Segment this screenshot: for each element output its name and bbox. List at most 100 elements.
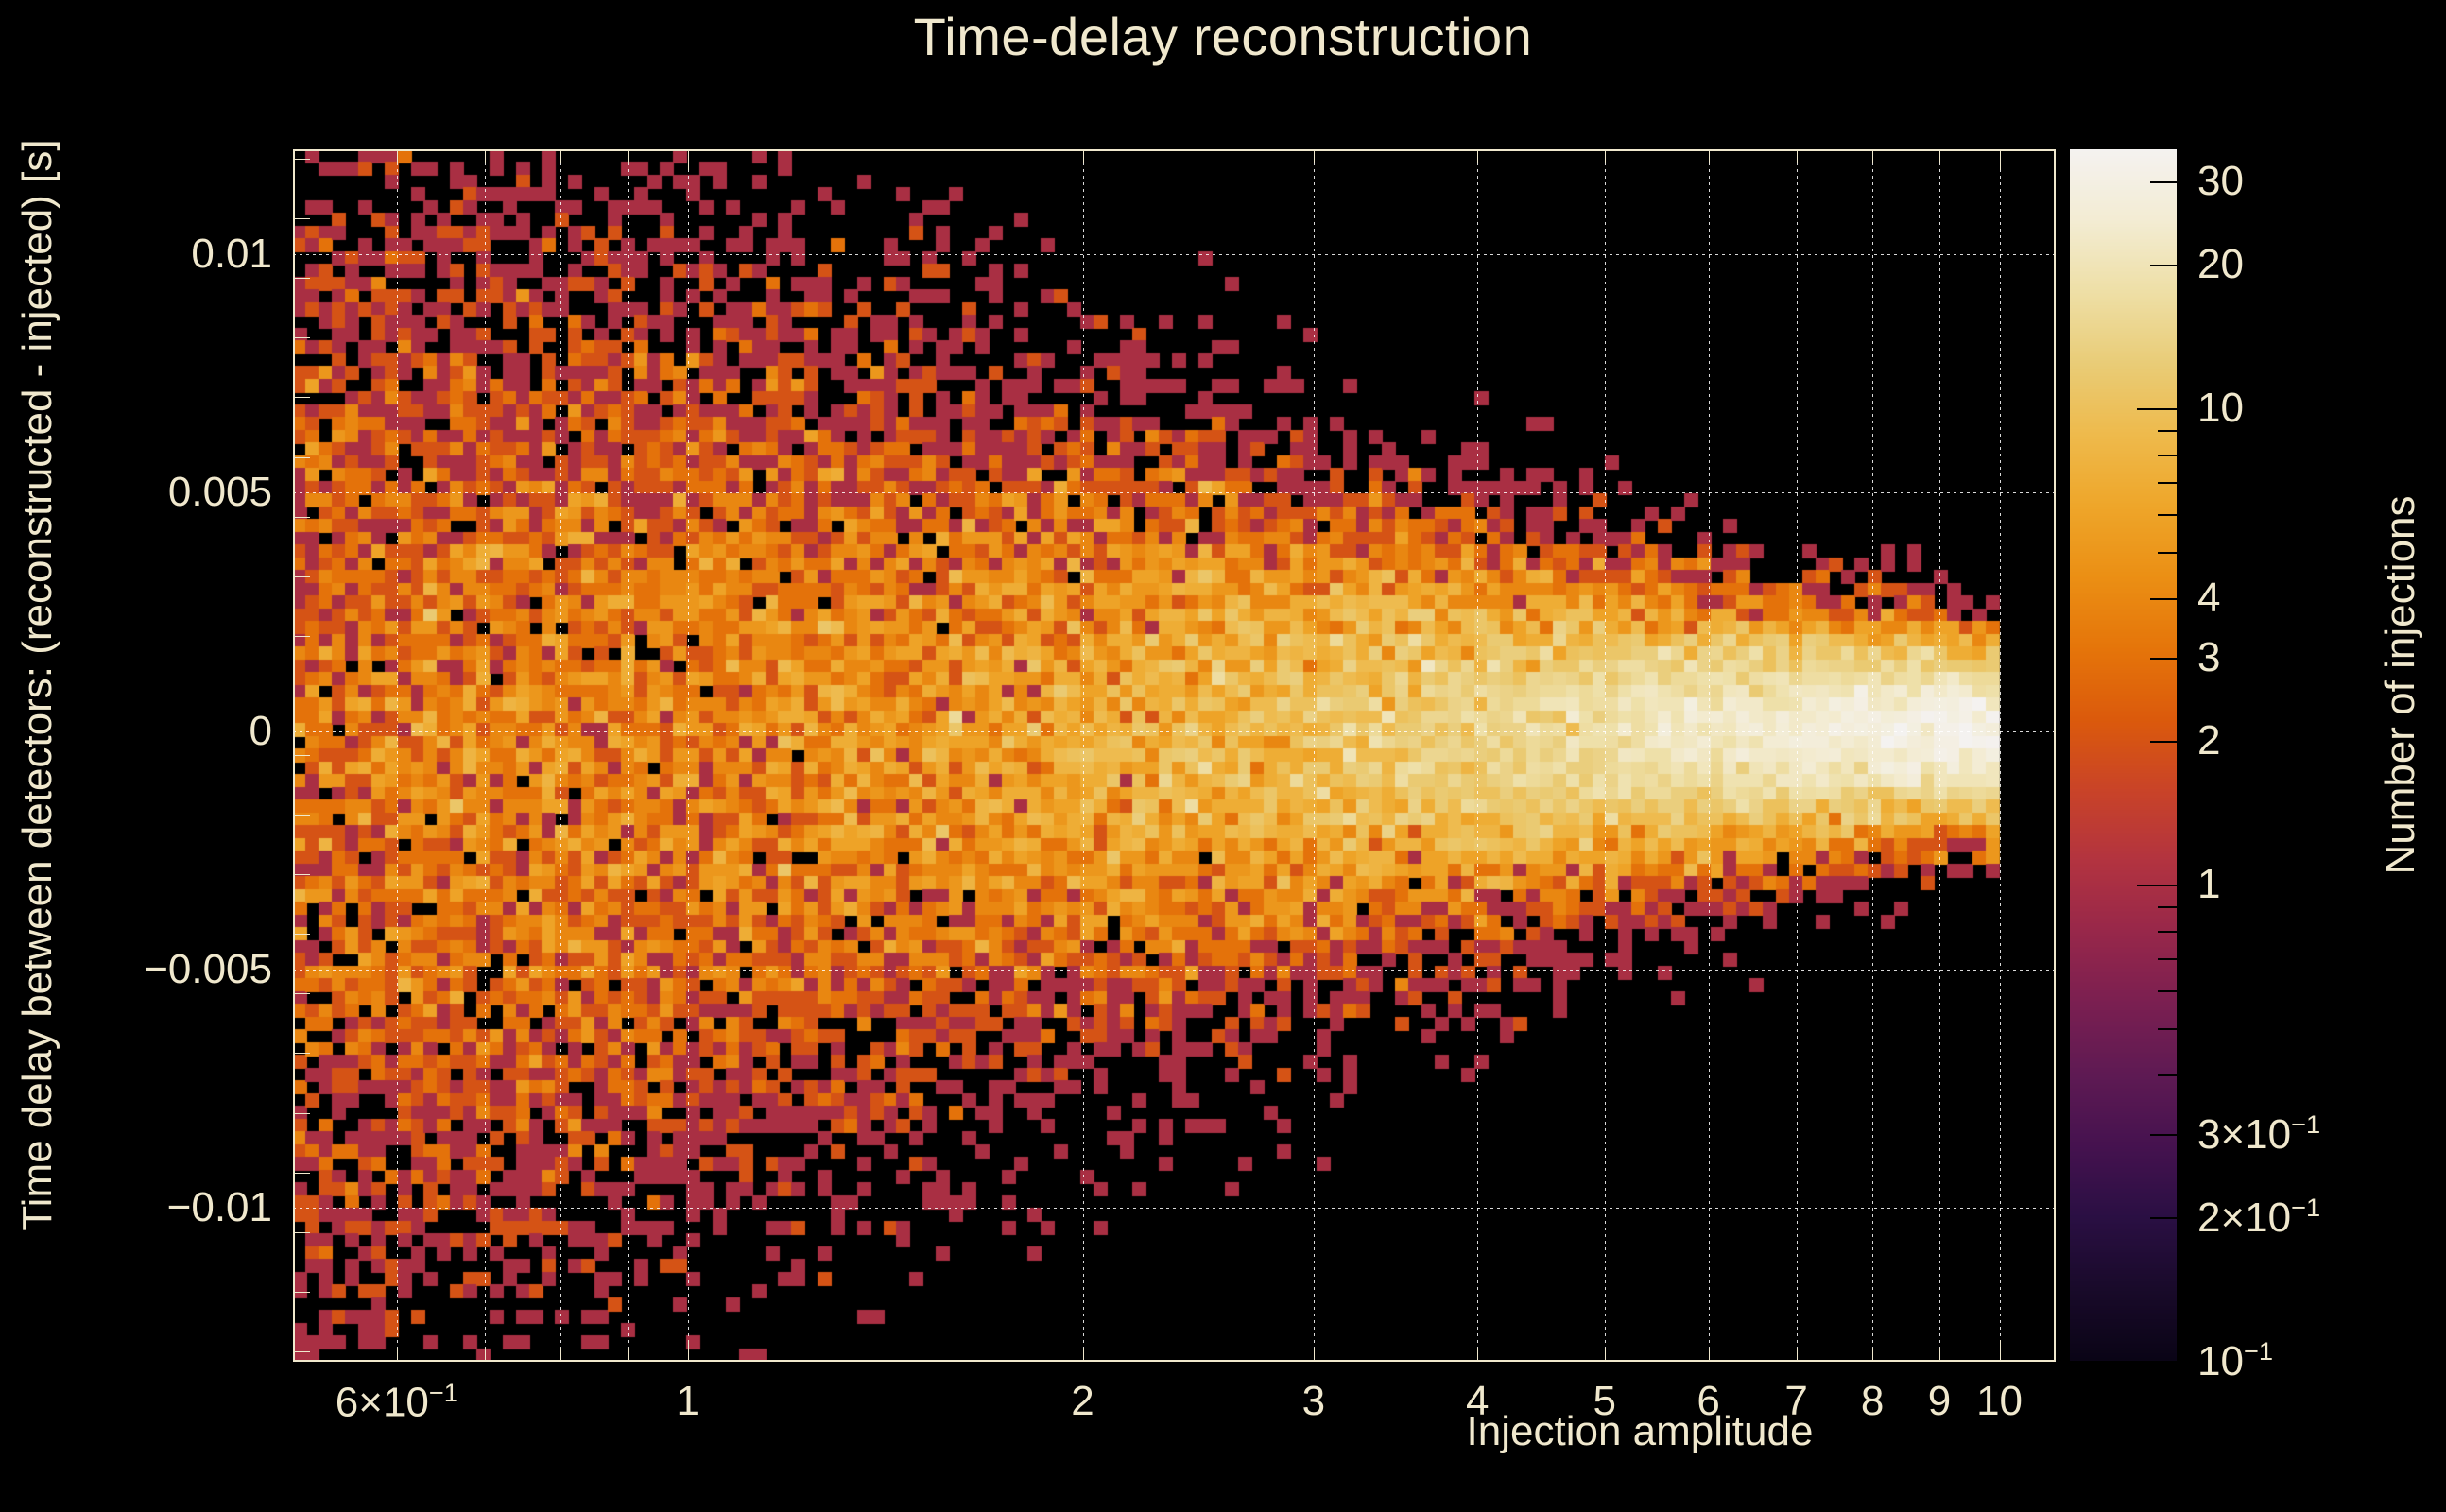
y-axis-tick <box>293 218 310 220</box>
colorbar-tick <box>2150 1217 2177 1220</box>
colorbar-tick <box>2158 430 2177 433</box>
colorbar-tick <box>2158 930 2177 933</box>
y-axis-tick-label: −0.01 <box>166 1184 272 1231</box>
y-gridline <box>293 1208 2054 1210</box>
plot-area <box>293 149 2054 1361</box>
colorbar-tick <box>2137 885 2177 887</box>
x-axis-tick <box>1313 1348 1315 1361</box>
x-gridline <box>1604 149 1606 1361</box>
x-axis-tick-label: 10 <box>1976 1378 2024 1424</box>
y-axis-tick <box>293 397 310 399</box>
x-axis-tick <box>2054 1348 2055 1361</box>
colorbar-tick <box>2150 265 2177 267</box>
x-gridline <box>687 149 689 1361</box>
x-axis-tick <box>560 149 562 163</box>
colorbar-tick <box>2150 1361 2177 1363</box>
x-gridline <box>560 149 562 1361</box>
x-axis-tick-label: 7 <box>1784 1378 1808 1424</box>
y-axis-tick <box>293 635 310 637</box>
colorbar-tick <box>2158 906 2177 909</box>
y-gridline <box>293 492 2054 494</box>
x-axis-tick <box>2054 149 2055 163</box>
x-gridline <box>1939 149 1941 1361</box>
colorbar-tick <box>2158 1027 2177 1030</box>
colorbar-tick-label: 4 <box>2197 574 2221 621</box>
y-axis-tick <box>293 874 310 876</box>
x-axis-tick-label: 6 <box>1697 1378 1720 1424</box>
colorbar-tick <box>2137 408 2177 411</box>
y-axis-tick <box>293 1112 310 1114</box>
x-axis-tick <box>1872 1348 1874 1361</box>
y-axis-tick <box>293 1231 310 1233</box>
x-gridline <box>484 149 486 1361</box>
y-gridline <box>293 970 2054 971</box>
colorbar-tick-label: 2 <box>2197 717 2221 765</box>
colorbar-tick <box>2150 657 2177 660</box>
x-gridline <box>396 149 398 1361</box>
x-axis-tick <box>396 149 398 163</box>
x-axis-tick <box>687 1340 689 1361</box>
colorbar <box>2070 149 2177 1361</box>
x-gridline <box>1708 149 1710 1361</box>
colorbar-tick-label: 10 <box>2197 385 2244 432</box>
y-axis-tick <box>293 516 310 518</box>
x-axis-tick <box>1708 1348 1710 1361</box>
x-axis-tick <box>1796 149 1798 163</box>
x-axis-tick <box>1477 149 1479 163</box>
y-axis-tick <box>293 993 310 995</box>
x-axis-tick <box>1999 149 2001 170</box>
y-axis-tick <box>293 934 310 936</box>
colorbar-tick <box>2150 180 2177 183</box>
x-axis-tick-label: 8 <box>1860 1378 1885 1424</box>
plot-top-border <box>293 149 2056 151</box>
y-axis-tick <box>293 1350 310 1352</box>
colorbar-tick-label: 1 <box>2197 861 2221 908</box>
x-axis-tick <box>1477 1348 1479 1361</box>
y-axis-tick-label: 0.005 <box>167 469 272 516</box>
x-gridline <box>1872 149 1874 1361</box>
x-axis-tick <box>293 1348 294 1361</box>
x-axis-tick <box>484 149 486 163</box>
x-axis-tick <box>396 1348 398 1361</box>
y-axis-tick <box>293 337 310 339</box>
x-axis-tick <box>628 1348 629 1361</box>
x-axis-tick <box>1872 149 1874 163</box>
heatmap-canvas <box>293 149 2054 1361</box>
y-axis-tick-label: 0.01 <box>191 231 272 278</box>
x-axis-tick <box>1999 1340 2001 1361</box>
x-axis-tick-label: 1 <box>676 1378 700 1424</box>
x-axis-title: Injection amplitude <box>1466 1408 1814 1454</box>
x-axis-tick-label: 2 <box>1071 1378 1094 1424</box>
x-axis-tick-label: 6×10−1 <box>335 1378 458 1426</box>
y-gridline <box>293 730 2054 732</box>
x-axis-tick-label: 9 <box>1927 1378 1952 1424</box>
x-axis-line <box>293 1360 2056 1362</box>
y-gridline <box>293 254 2054 256</box>
chart-title: Time-delay reconstruction <box>913 7 1533 66</box>
x-gridline <box>628 149 629 1361</box>
colorbar-tick <box>2150 1133 2177 1136</box>
colorbar-tick <box>2158 989 2177 992</box>
y-axis-tick <box>293 1172 310 1174</box>
y-axis-title: Time delay between detectors: (reconstru… <box>14 139 60 1231</box>
colorbar-tick <box>2150 597 2177 600</box>
colorbar-tick-label: 3 <box>2197 633 2221 680</box>
x-axis-tick <box>1796 1348 1798 1361</box>
y-axis-tick <box>293 815 310 816</box>
y-axis-tick <box>293 1291 310 1293</box>
y-axis-tick-label: −0.005 <box>144 946 272 993</box>
x-gridline <box>1082 149 1084 1361</box>
colorbar-tick <box>2158 513 2177 516</box>
colorbar-tick <box>2158 454 2177 456</box>
x-axis-tick <box>1708 149 1710 163</box>
y-axis-tick <box>293 278 310 280</box>
colorbar-tick <box>2158 958 2177 961</box>
y-axis-tick <box>293 576 310 577</box>
y-axis-tick-label: 0 <box>249 707 272 754</box>
x-gridline <box>1999 149 2001 1361</box>
colorbar-title: Number of injections <box>2377 495 2423 875</box>
colorbar-tick-label: 30 <box>2197 157 2244 204</box>
colorbar-tick <box>2158 482 2177 485</box>
colorbar-tick-label: 10−1 <box>2197 1336 2274 1384</box>
x-axis-tick <box>484 1348 486 1361</box>
